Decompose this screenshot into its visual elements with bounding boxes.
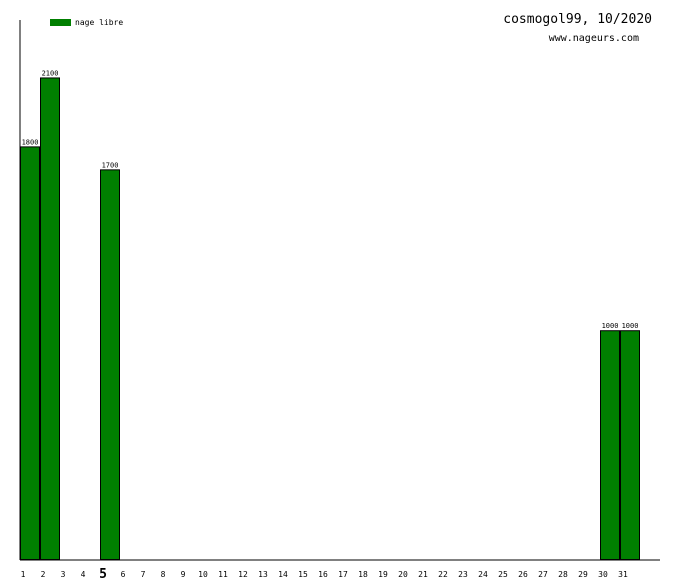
x-tick-label-16: 16 (318, 570, 328, 579)
x-tick-label-27: 27 (538, 570, 548, 579)
bar-day-31 (620, 330, 640, 560)
data-label-day-5: 1700 (102, 161, 119, 169)
x-tick-label-9: 9 (181, 570, 186, 579)
bar-series (20, 77, 640, 561)
bar-day-5 (100, 169, 120, 561)
x-tick-label-23: 23 (458, 570, 468, 579)
x-tick-label-5: 5 (99, 567, 107, 580)
bar-day-1 (20, 146, 40, 561)
x-tick-label-30: 30 (598, 570, 608, 579)
x-tick-label-1: 1 (21, 570, 26, 579)
data-labels: 1800 2100 1700 1000 1000 (22, 69, 639, 330)
bar-day-2 (40, 77, 60, 560)
x-tick-label-11: 11 (218, 570, 228, 579)
data-label-day-2: 2100 (42, 69, 59, 77)
legend-swatch (50, 19, 71, 26)
x-tick-label-21: 21 (418, 570, 428, 579)
x-tick-label-29: 29 (578, 570, 588, 579)
x-tick-label-24: 24 (478, 570, 488, 579)
x-tick-label-15: 15 (298, 570, 308, 579)
x-tick-label-31: 31 (618, 570, 628, 579)
bar-day-30 (600, 330, 620, 560)
chart-title: cosmogol99, 10/2020 (503, 12, 652, 27)
x-tick-label-18: 18 (358, 570, 368, 579)
legend: nage libre (50, 18, 123, 27)
x-tick-label-14: 14 (278, 570, 288, 579)
x-tick-label-17: 17 (338, 570, 348, 579)
x-tick-label-6: 6 (121, 570, 126, 579)
x-tick-label-8: 8 (161, 570, 166, 579)
x-tick-label-26: 26 (518, 570, 528, 579)
x-tick-label-3: 3 (61, 570, 66, 579)
x-tick-label-7: 7 (141, 570, 146, 579)
x-tick-labels: 1 2 3 4 5 6 7 8 9 10 11 12 13 14 15 16 17 18 19 20 21 22 23 24 2… (21, 567, 628, 580)
x-tick-label-28: 28 (558, 570, 568, 579)
data-label-day-30: 1000 (602, 322, 619, 330)
chart-subtitle: www.nageurs.com (549, 33, 639, 44)
x-tick-label-20: 20 (398, 570, 408, 579)
legend-label: nage libre (75, 18, 123, 27)
x-tick-label-12: 12 (238, 570, 248, 579)
x-tick-label-22: 22 (438, 570, 448, 579)
x-tick-label-19: 19 (378, 570, 388, 579)
x-tick-label-13: 13 (258, 570, 268, 579)
data-label-day-31: 1000 (622, 322, 639, 330)
x-tick-label-10: 10 (198, 570, 208, 579)
x-tick-label-25: 25 (498, 570, 508, 579)
data-label-day-1: 1800 (22, 138, 39, 146)
x-tick-label-2: 2 (41, 570, 46, 579)
x-tick-label-4: 4 (81, 570, 86, 579)
